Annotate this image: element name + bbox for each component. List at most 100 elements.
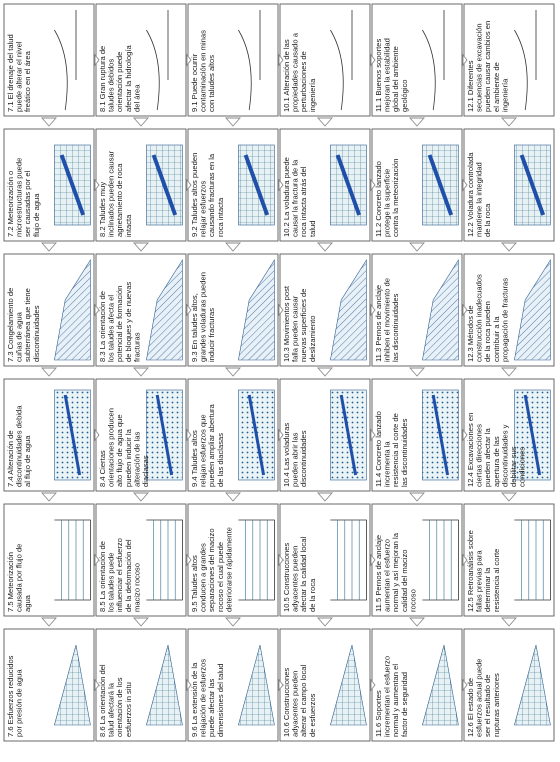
blue-band [155, 394, 174, 476]
cell-description: 8.3 La orientación delos taludes afecta … [98, 282, 141, 362]
cell-description: 10.3 Movimientos postfalla pueden causar… [282, 285, 317, 362]
cell-box [187, 3, 279, 117]
blue-band [335, 154, 362, 216]
matrix-cell: 7.3 Congelamiento decuñas de aguasubterr… [3, 253, 95, 367]
flow-arrow-down [225, 117, 241, 127]
blue-band [247, 394, 266, 476]
flow-arrow-down [409, 617, 425, 627]
cell-box [3, 503, 95, 617]
matrix-cell: 10.5 Construccionesadyacentes puedenafec… [279, 503, 371, 617]
matrix-cell: 7.2 Meteorización omicroestructuras pued… [3, 128, 95, 242]
cell-description: 10.5 Construccionesadyacentes puedenafec… [282, 537, 317, 612]
flow-arrow-right [278, 53, 284, 67]
matrix-cell: 12.1 Diferentessecuencias de excavaciónp… [463, 3, 555, 117]
flow-arrow-down [133, 492, 149, 502]
flow-arrow-down [133, 117, 149, 127]
cell-description: 10.4 Las voladuraspueden abrir lasdiscon… [282, 423, 308, 487]
flow-arrow-right [278, 303, 284, 317]
cell-description: 8.5 La orientación delos taludes puedein… [98, 538, 141, 612]
cell-description: 7.3 Congelamiento decuñas de aguasubterr… [6, 288, 41, 362]
cell-box [279, 3, 371, 117]
matrix-cell: 11.6 Soportesincrementan el esfuerzonorm… [371, 628, 463, 742]
flow-arrow-right [370, 428, 376, 442]
flow-arrow-down [41, 117, 57, 127]
sketch-line [330, 10, 353, 111]
hatched-slope [54, 258, 91, 361]
cell-description: 9.1 Puede ocurrircontaminación en minasc… [190, 30, 216, 112]
flow-arrow-right [94, 553, 100, 567]
flow-arrow-down [501, 367, 517, 377]
matrix-cell: 12.5 Retroanálisis sobrefallas previas p… [463, 503, 555, 617]
flow-arrow-down [225, 367, 241, 377]
flow-arrow-down [225, 492, 241, 502]
cell-description: 12.5 Retroanálisis sobrefallas previas p… [466, 530, 501, 612]
flow-arrow-right [278, 678, 284, 692]
cell-description: 7.2 Meteorización omicroestructuras pued… [6, 158, 41, 237]
cell-box [3, 3, 95, 117]
sketch-line [238, 10, 261, 111]
gridded-wedge [146, 644, 183, 726]
flow-arrow-down [133, 242, 149, 252]
cell-box [463, 503, 555, 617]
flow-arrow-right [278, 428, 284, 442]
flow-arrow-right [462, 303, 468, 317]
cell-description: 11.2 Concreto lanzadoprotege la superfic… [374, 158, 400, 237]
gridded-wedge [54, 644, 91, 726]
matrix-cell: 7.6 Esfuerzos reducidospor presión de ag… [3, 628, 95, 742]
flow-arrow-right [186, 678, 192, 692]
flow-arrow-down [317, 617, 333, 627]
flow-arrow-down [133, 367, 149, 377]
flow-arrow-right [370, 53, 376, 67]
blue-band [519, 154, 546, 216]
hatched-slope [146, 258, 183, 361]
hatched-slope [514, 258, 551, 361]
matrix-cell: 8.1 Gran ruptura detaludes debidosorient… [95, 3, 187, 117]
matrix-cell: 10.6 Construccionesadyacentes puedenalte… [279, 628, 371, 742]
flow-arrow-down [409, 117, 425, 127]
matrix-cell: 11.3 Pernos de anclajeinhiben el movimie… [371, 253, 463, 367]
matrix-cell: 8.2 Taludes muyinclinados pueden causara… [95, 128, 187, 242]
cell-description: 7.4 Alteración dediscontinuidades debida… [6, 405, 32, 487]
flow-arrow-right [462, 428, 468, 442]
cell-description: 8.6 La orientación deltalud afectará lao… [98, 664, 133, 737]
blue-band [63, 394, 82, 476]
flow-arrow-down [409, 367, 425, 377]
cell-box [95, 503, 187, 617]
cell-description: 9.2 Taludes altos puedenrelajar esfuerzo… [190, 153, 225, 237]
cell-description: 9.3 En taludes altos,grandes voladuras p… [190, 272, 216, 362]
flow-arrow-right [94, 678, 100, 692]
flow-arrow-down [133, 617, 149, 627]
cell-description: 11.1 Buenos soportesmejoran la estabilid… [374, 38, 409, 112]
flow-arrow-down [41, 367, 57, 377]
gridded-wedge [422, 644, 459, 726]
matrix-cell: 8.6 La orientación deltalud afectará lao… [95, 628, 187, 742]
hatched-slope [330, 258, 367, 361]
flow-arrow-right [94, 178, 100, 192]
cell-description: 7.1 El drenaje del taludpuede alterar el… [6, 34, 32, 112]
cell-description: 10.2 La voladura puedecausar la fractura… [282, 157, 317, 237]
flow-arrow-right [94, 303, 100, 317]
cell-description: 9.5 Taludes altosconducen a grandessepar… [190, 527, 233, 612]
cell-description: 8.1 Gran ruptura detaludes debidosorient… [98, 45, 141, 112]
cell-description: 10.6 Construccionesadyacentes puedenalte… [282, 665, 317, 737]
flow-arrow-right [186, 178, 192, 192]
cell-description: 9.6 La extensión de larelajación de esfu… [190, 659, 225, 737]
flow-arrow-down [317, 367, 333, 377]
matrix-cell: 11.5 Pernos de anclajeaumentan el esfuer… [371, 503, 463, 617]
flow-arrow-down [225, 617, 241, 627]
cell-box [463, 3, 555, 117]
flow-arrow-down [317, 117, 333, 127]
cell-description: 11.3 Pernos de anclajeinhiben el movimie… [374, 278, 400, 362]
flow-arrow-down [41, 617, 57, 627]
flow-arrow-down [41, 492, 57, 502]
arrows-layer [41, 53, 517, 692]
blue-band [427, 154, 454, 216]
matrix-cell: 10.1 Alteración de laspropiedades causad… [279, 3, 371, 117]
blue-band [339, 394, 358, 476]
hatched-slope [238, 258, 275, 361]
cell-description: 12.3 Métodos deconstrucción inadecuadosd… [466, 274, 509, 362]
flow-arrow-right [94, 53, 100, 67]
matrix-cell: 9.2 Taludes altos puedenrelajar esfuerzo… [187, 128, 279, 242]
sketch-frame [238, 519, 275, 601]
